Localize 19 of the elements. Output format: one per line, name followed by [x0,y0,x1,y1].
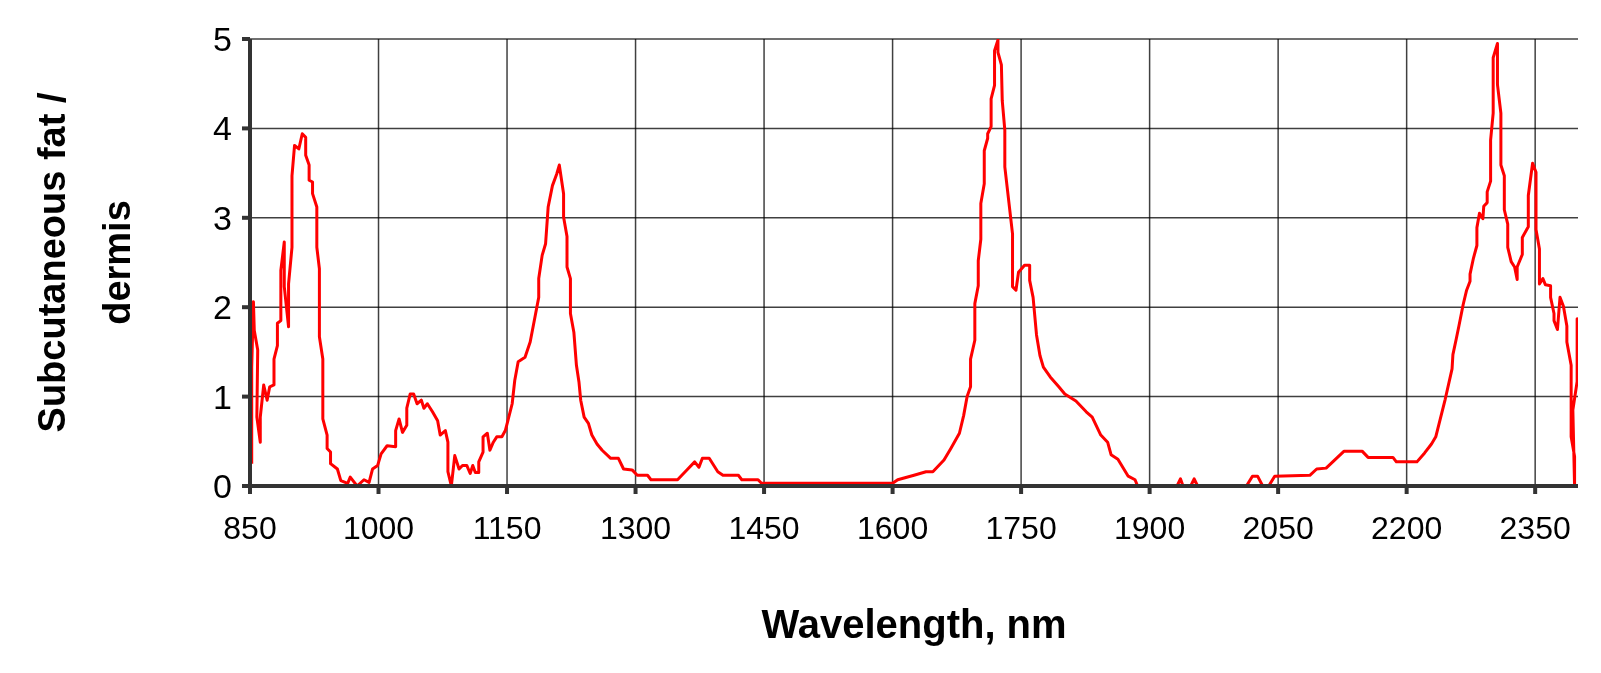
x-tick-label: 1150 [472,509,542,546]
y-tick-label: 5 [213,20,232,59]
x-axis-title: Wavelength, nm [761,602,1067,646]
x-tick-label: 1450 [728,509,800,546]
y-tick-label: 2 [213,288,232,327]
x-tick-label: 850 [223,509,277,546]
x-tick-label: 1900 [1114,509,1186,546]
y-tick-label: 4 [213,109,232,148]
x-tick-label: 1300 [599,509,672,546]
x-tick-label: 1600 [856,509,929,546]
y-tick-label: 3 [213,198,232,237]
y-tick-label: 0 [213,467,232,506]
x-tick-label: 2050 [1242,509,1314,546]
y-tick-label: 1 [213,377,232,416]
x-tick-label: 2200 [1371,509,1443,546]
x-tick-label: 2350 [1499,509,1571,546]
x-tick-label: 1750 [985,509,1057,546]
y-axis-title: Subcutaneous fat / dermis [31,92,138,433]
x-tick-label: 1000 [342,509,415,546]
